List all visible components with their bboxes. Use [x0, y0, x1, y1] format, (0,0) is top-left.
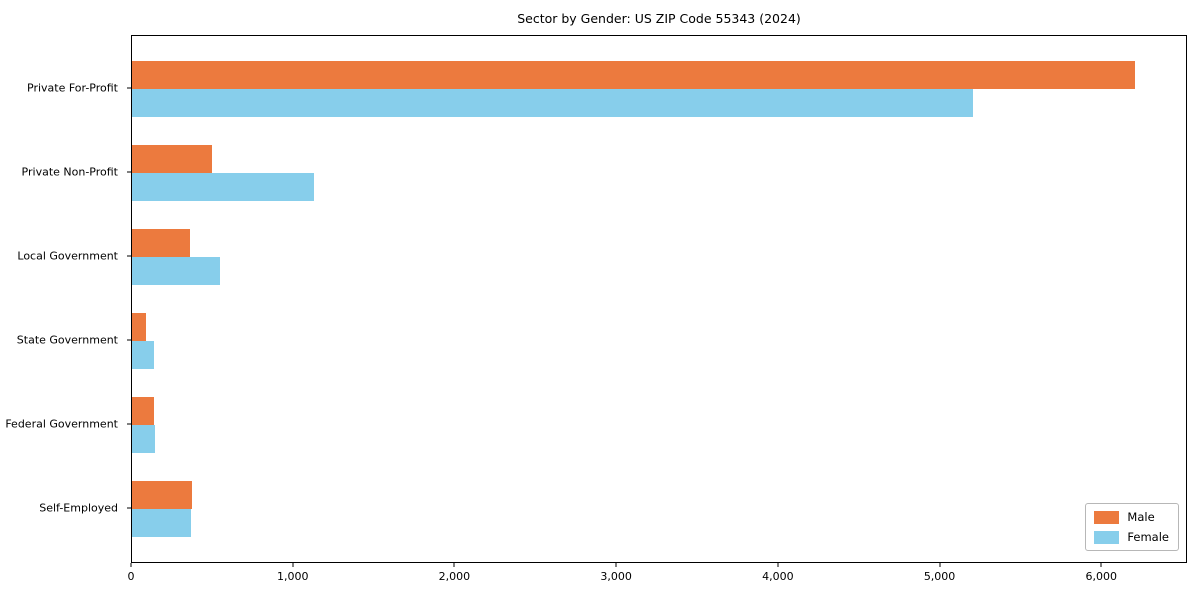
x-tick-mark [615, 563, 617, 567]
y-tick-mark [127, 171, 131, 173]
legend-item-female: Female [1094, 530, 1169, 544]
x-tick-mark [777, 563, 779, 567]
x-tick-label: 4,000 [762, 570, 794, 583]
female-legend-label: Female [1127, 530, 1169, 544]
bar-male-4 [132, 313, 146, 341]
x-tick-mark [130, 563, 132, 567]
bar-female-3 [132, 257, 220, 285]
y-tick-mark [127, 255, 131, 257]
bar-male-2 [132, 145, 212, 173]
x-tick-label: 1,000 [276, 570, 309, 583]
y-tick-label: Self-Employed [39, 501, 118, 515]
y-tick-label: Federal Government [5, 417, 118, 431]
x-tick-mark [453, 563, 455, 567]
bar-female-2 [132, 173, 314, 201]
bar-male-5 [132, 397, 154, 425]
bar-female-5 [132, 425, 155, 453]
x-tick-mark [292, 563, 294, 567]
x-tick-label: 6,000 [1085, 570, 1118, 583]
chart-title: Sector by Gender: US ZIP Code 55343 (202… [517, 11, 801, 26]
x-tick-label: 2,000 [438, 570, 471, 583]
x-tick-label: 5,000 [923, 570, 956, 583]
female-legend-swatch [1094, 530, 1120, 544]
bar-female-1 [132, 89, 973, 117]
y-tick-label: Private For-Profit [27, 81, 118, 95]
bar-male-1 [132, 61, 1135, 89]
y-tick-mark [127, 507, 131, 509]
y-tick-mark [127, 423, 131, 425]
bar-male-6 [132, 481, 192, 509]
y-tick-mark [127, 339, 131, 341]
x-tick-mark [939, 563, 941, 567]
x-tick-label: 3,000 [600, 570, 632, 583]
y-tick-mark [127, 87, 131, 89]
x-tick-label: 0 [127, 570, 135, 583]
plot-area: Male Female [131, 35, 1187, 563]
bar-female-4 [132, 341, 154, 369]
y-tick-label: Local Government [17, 249, 118, 263]
male-legend-swatch [1094, 510, 1120, 524]
y-tick-label: State Government [16, 333, 118, 347]
y-tick-label: Private Non-Profit [21, 165, 118, 179]
legend-item-male: Male [1094, 510, 1169, 524]
legend: Male Female [1085, 503, 1179, 551]
bar-male-3 [132, 229, 190, 257]
bar-female-6 [132, 509, 191, 537]
x-tick-mark [1100, 563, 1102, 567]
male-legend-label: Male [1127, 510, 1155, 524]
